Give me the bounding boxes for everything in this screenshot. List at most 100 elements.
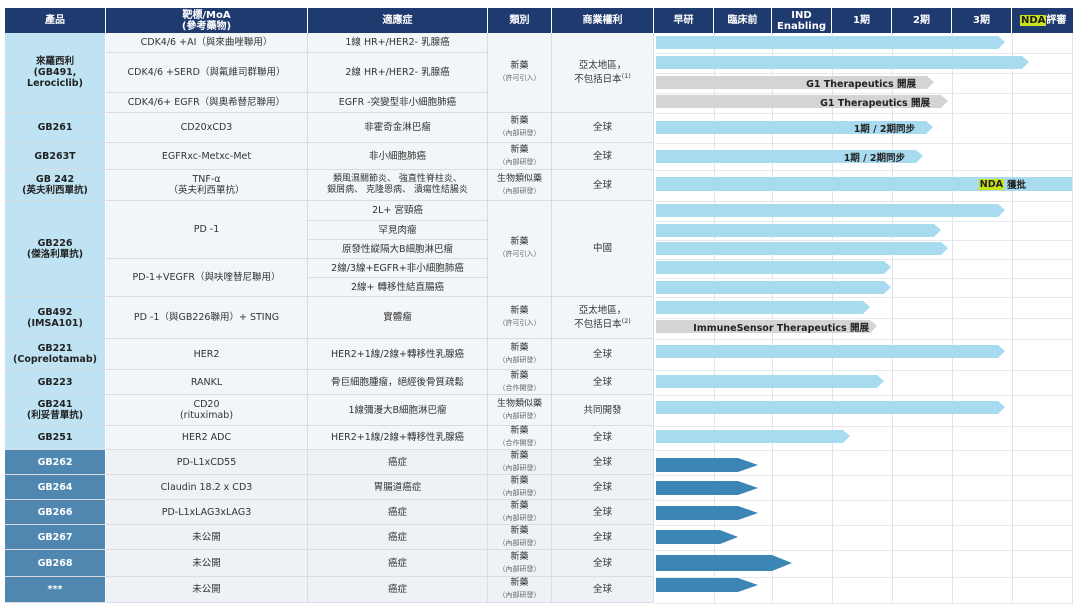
category-cell: 新藥 （許可引入） [488,201,552,297]
indication-cell: 1線 HR+/HER2- 乳腺癌 [308,33,488,53]
rights-cell: 中國 [552,201,654,297]
product-cell: GB223 [5,370,106,395]
header-preclinical: 臨床前 [714,8,772,33]
target-cell: PD -1 [106,201,308,259]
bar-label: 1期 / 2期同步 [843,152,905,164]
indication-cell: 2線+ 轉移性結直腸癌 [308,278,488,297]
category-cell: 新藥 （內部研發） [488,143,552,170]
indication-cell: 2線/3線+EGFR+非小細胞肺癌 [308,259,488,278]
product-cell: 來羅西利 (GB491, Lerociclib) [5,33,106,113]
grid-line [655,370,1073,371]
progress-arrow [656,121,933,134]
indication-cell: 1線彌漫大B細胞淋巴瘤 [308,395,488,426]
progress-arrow [656,345,1005,358]
header-ind: IND Enabling [772,8,832,33]
header-category: 類別 [488,8,552,33]
rights-cell: 全球 [552,143,654,170]
target-cell: HER2 [106,339,308,370]
indication-cell: 骨巨細胞腫瘤，絕經後骨質疏鬆 [308,370,488,395]
indication-cell: 非霍奇金淋巴瘤 [308,113,488,143]
grid-line [655,113,1073,114]
category-cell: 新藥 （內部研發） [488,525,552,550]
header-indication: 適應症 [308,8,488,33]
rights-cell: 共同開發 [552,395,654,426]
rights-cell: 全球 [552,426,654,450]
category-cell: 新藥 （內部研發） [488,475,552,500]
progress-arrow [656,177,1072,191]
target-cell: CDK4/6 +SERD（與氟維司群聯用） [106,53,308,93]
header-rights: 商業權利 [552,8,654,33]
target-cell: RANKL [106,370,308,395]
grid-line [655,525,1073,526]
progress-arrow [656,76,934,89]
target-cell: 未公開 [106,577,308,603]
category-cell: 新藥 （許可引入） [488,33,552,113]
progress-arrow [656,204,1005,217]
product-cell: GB221 (Coprelotamab) [5,339,106,370]
rights-cell: 全球 [552,339,654,370]
target-cell: EGFRxc-Metxc-Met [106,143,308,170]
grid-line [655,577,1073,578]
category-cell: 新藥 （內部研發） [488,113,552,143]
header-p1: 1期 [832,8,892,33]
grid-line [655,395,1073,396]
indication-cell: EGFR -突變型非小細胞肺癌 [308,93,488,113]
progress-arrow [656,301,870,314]
product-cell: *** [5,577,106,603]
product-cell: GB492 (IMSA101) [5,297,106,339]
header-target: 靶標/MoA (參考藥物) [106,8,308,33]
indication-cell: 非小細胞肺癌 [308,143,488,170]
grid-line [655,53,1073,54]
product-cell: GB263T [5,143,106,170]
grid-line [655,426,1073,427]
bar-label: 1期 / 2期同步 [853,123,915,135]
progress-arrow [656,242,948,255]
progress-arrow [656,401,1005,414]
target-cell: CDK4/6 +AI（與來曲唑聯用） [106,33,308,53]
progress-arrow [656,150,923,163]
rights-cell: 亞太地區， 不包括日本(2) [552,297,654,339]
grid-line [655,475,1073,476]
indication-cell: 癌症 [308,450,488,475]
header-early: 早研 [654,8,714,33]
grid-line [655,318,1073,319]
indication-cell: 癌症 [308,550,488,577]
grid-line [655,603,1073,604]
progress-arrow [656,506,758,520]
grid-line [655,550,1073,551]
indication-cell: 2線 HR+/HER2- 乳腺癌 [308,53,488,93]
indication-cell: 原發性縱隔大B細胞淋巴瘤 [308,240,488,259]
progress-arrow [656,95,948,108]
progress-arrow [656,224,941,237]
indication-cell: 2L+ 宮頸癌 [308,201,488,221]
category-cell: 生物類似藥 （內部研發） [488,395,552,426]
bar-label: NDA 獲批 [978,178,1026,191]
progress-arrow [656,481,758,495]
product-cell: GB226 (傑洛利單抗) [5,201,106,297]
progress-arrow [656,430,850,443]
rights-cell: 全球 [552,475,654,500]
indication-cell: HER2+1線/2線+轉移性乳腺癌 [308,339,488,370]
progress-arrow [656,458,758,472]
progress-arrow [656,530,738,544]
target-cell: Claudin 18.2 x CD3 [106,475,308,500]
rights-cell: 全球 [552,450,654,475]
rights-cell: 全球 [552,500,654,525]
category-cell: 新藥 （內部研發） [488,450,552,475]
indication-cell: 癌症 [308,525,488,550]
category-cell: 新藥 （內部研發） [488,500,552,525]
grid-line [655,143,1073,144]
indication-cell: 癌症 [308,577,488,603]
rights-cell: 全球 [552,170,654,201]
bar-label: ImmuneSensor Therapeutics 開展 [693,322,869,334]
target-cell: PD -1（與GB226聯用）+ STING [106,297,308,339]
bar-label: G1 Therapeutics 開展 [806,78,916,90]
grid-line [655,73,1073,74]
product-cell: GB266 [5,500,106,525]
category-cell: 新藥 （許可引入） [488,297,552,339]
category-cell: 新藥 （內部研發） [488,550,552,577]
bar-label: G1 Therapeutics 開展 [820,97,930,109]
progress-arrow [656,56,1029,69]
grid-line [655,170,1073,171]
indication-cell: 癌症 [308,500,488,525]
